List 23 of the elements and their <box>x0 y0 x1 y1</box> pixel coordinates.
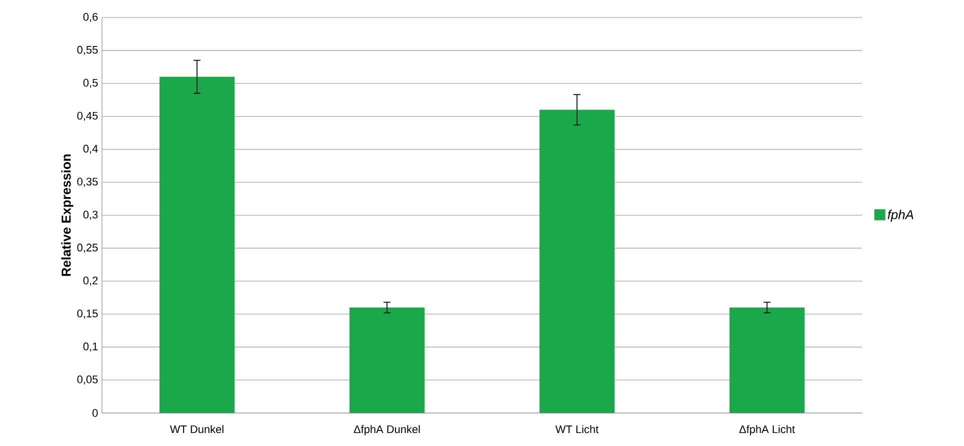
y-tick-label: 0,4 <box>83 144 98 154</box>
y-tick-label: 0,3 <box>83 210 98 220</box>
bar <box>539 110 615 413</box>
bar <box>349 308 425 413</box>
x-tick-label: ΔfphA Licht <box>739 425 795 436</box>
x-tick-label: WT Licht <box>555 425 599 434</box>
y-tick-label: 0,5 <box>83 78 98 88</box>
x-tick-label: ΔfphA Dunkel <box>354 425 420 436</box>
y-tick-label: 0,1 <box>83 342 98 352</box>
y-tick-label: 0,25 <box>77 244 98 253</box>
y-tick-label: 0,6 <box>83 12 98 22</box>
legend-label: fphA <box>888 210 914 222</box>
bar <box>159 76 235 413</box>
y-tick-label: 0,55 <box>77 46 98 55</box>
x-tick-label: WT Dunkel <box>170 425 224 434</box>
y-tick-label: 0,35 <box>77 178 98 187</box>
y-tick-label: 0,2 <box>83 276 98 286</box>
y-tick-label: 0,15 <box>77 310 98 319</box>
y-axis-title: Relative Expression <box>61 154 74 276</box>
y-tick-label: 0,45 <box>77 112 98 121</box>
bar <box>729 308 805 413</box>
y-tick-label: 0,05 <box>77 376 98 385</box>
y-tick-label: 0 <box>92 409 98 417</box>
